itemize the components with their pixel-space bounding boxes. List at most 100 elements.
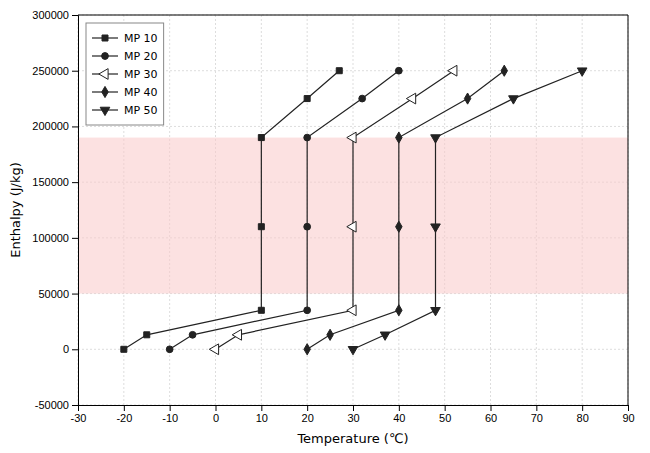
series-line [170, 71, 399, 350]
series-marker [258, 224, 264, 230]
tick: 200000 [32, 120, 78, 132]
series-marker [166, 346, 173, 353]
axis-domain [79, 406, 629, 412]
tick: 60 [485, 405, 497, 424]
tick-label: 0 [213, 412, 219, 424]
series-marker [304, 307, 311, 314]
tick-label: 200000 [32, 120, 69, 132]
series-marker [209, 344, 218, 355]
tick: 150000 [32, 176, 78, 188]
tick-label: 150000 [32, 176, 69, 188]
series-line [216, 71, 454, 350]
series-marker [501, 65, 507, 76]
series-marker [396, 305, 402, 316]
frame-right [628, 15, 629, 405]
tick-label: 30 [347, 412, 359, 424]
grid-line-x [628, 15, 629, 405]
series-marker [347, 221, 356, 232]
tick: 80 [577, 405, 589, 424]
tick-mark [536, 405, 537, 411]
series-marker [464, 93, 470, 104]
series-marker [304, 134, 311, 141]
tick: 0 [213, 405, 219, 424]
legend-marker [99, 69, 108, 80]
tick-mark [399, 405, 400, 411]
series-marker [304, 344, 310, 355]
series-marker [347, 132, 356, 143]
legend-marker [102, 35, 108, 41]
tick: 40 [393, 405, 405, 424]
series-marker [232, 329, 241, 340]
tick-mark [307, 405, 308, 411]
tick: 0 [63, 343, 78, 355]
grid-line-y [78, 15, 628, 16]
tick: 10 [256, 405, 268, 424]
tick-label: 70 [531, 412, 543, 424]
tick-label: 250000 [32, 65, 69, 77]
series-marker [448, 65, 457, 76]
tick-mark [72, 126, 78, 127]
tick-mark [353, 405, 354, 411]
legend-marker [100, 107, 110, 115]
tick-label: 0 [63, 343, 69, 355]
tick: 70 [531, 405, 543, 424]
tick-label: 40 [393, 412, 405, 424]
tick-mark [72, 15, 78, 16]
tick-label: -50000 [35, 399, 69, 411]
series-marker [348, 347, 358, 355]
tick-label: 60 [485, 412, 497, 424]
series-marker [258, 307, 264, 313]
tick-label: 80 [577, 412, 589, 424]
legend-marker [102, 86, 108, 97]
tick-mark [628, 405, 629, 411]
legend-box [86, 23, 164, 125]
grid-line-y [78, 126, 628, 127]
tick: 90 [622, 405, 634, 424]
tick: -30 [71, 405, 87, 424]
series-marker [431, 308, 441, 316]
tick-mark [261, 405, 262, 411]
tick-mark [582, 405, 583, 411]
legend-item: MP 20 [92, 50, 158, 63]
tick-mark [124, 405, 125, 411]
tick: -20 [116, 405, 132, 424]
legend: MP 10MP 20MP 30MP 40MP 50 [86, 23, 164, 125]
plot: -30-20-100102030405060708090-50000050000… [32, 9, 634, 424]
tick-mark [72, 71, 78, 72]
tick: 50 [439, 405, 451, 424]
tick-mark [72, 294, 78, 295]
series-marker [304, 223, 311, 230]
tick-label: 300000 [32, 9, 69, 21]
tick-label: 50 [439, 412, 451, 424]
legend-label: MP 30 [124, 68, 158, 81]
tick: -50000 [35, 399, 78, 411]
grid [78, 15, 628, 405]
tick-mark [72, 238, 78, 239]
x-axis-title: Temperature (℃) [296, 431, 408, 446]
legend-label: MP 40 [124, 86, 158, 99]
tick-label: 100000 [32, 232, 69, 244]
tick-mark [72, 405, 78, 406]
series-marker [336, 68, 342, 74]
series-marker [304, 96, 310, 102]
series-marker [258, 135, 264, 141]
series-marker [395, 67, 402, 74]
legend-item: MP 40 [92, 86, 158, 99]
tick: 250000 [32, 65, 78, 77]
tick-label: 50000 [38, 288, 69, 300]
axis-domain [72, 16, 79, 406]
tick-label: -10 [162, 412, 178, 424]
series-marker [577, 68, 587, 76]
tick-mark [216, 405, 217, 411]
chart-container: -30-20-100102030405060708090-50000050000… [0, 0, 650, 453]
tick-mark [72, 349, 78, 350]
tick: -10 [162, 405, 178, 424]
series-marker [347, 305, 356, 316]
frame-top [78, 15, 628, 16]
series-line [353, 71, 582, 350]
legend-marker [102, 53, 109, 60]
tick-label: -30 [71, 412, 87, 424]
x-axis: -30-20-100102030405060708090 [71, 405, 635, 424]
series-line [307, 71, 504, 350]
series-marker [509, 96, 519, 104]
